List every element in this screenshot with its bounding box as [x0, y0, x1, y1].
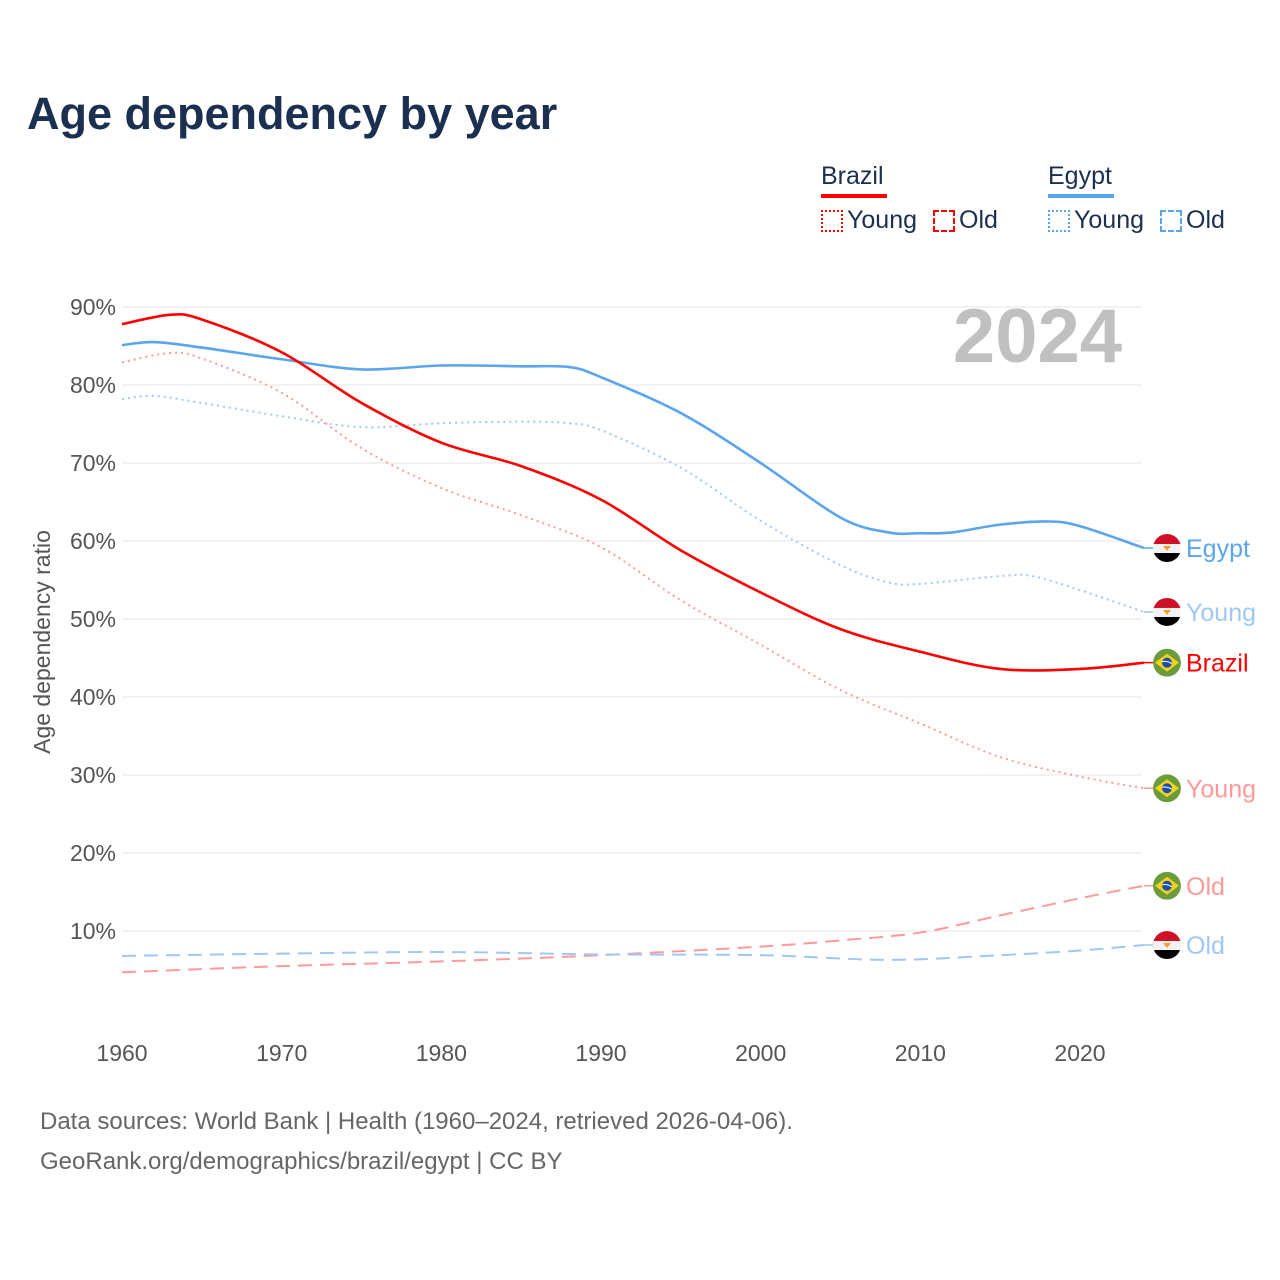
- brazil-flag-icon: [1153, 871, 1181, 900]
- x-tick-label: 2010: [895, 1040, 946, 1066]
- brazil-flag-icon: [1153, 774, 1181, 803]
- chart-title: Age dependency by year: [27, 88, 558, 139]
- x-tick-label: 1970: [256, 1040, 307, 1066]
- legend-brazil-swatch: [821, 194, 887, 198]
- legend-egypt-young[interactable]: Young: [1048, 206, 1144, 235]
- y-tick-label: 60%: [70, 528, 116, 554]
- x-tick-label: 1960: [96, 1040, 147, 1066]
- series-end-label: Young: [1186, 775, 1256, 803]
- legend-egypt-swatch: [1048, 194, 1114, 198]
- y-axis-label: Age dependency ratio: [29, 530, 55, 754]
- dashed-swatch-icon: [1160, 209, 1182, 232]
- legend-label: Old: [959, 206, 998, 234]
- legend-egypt-name[interactable]: Egypt: [1048, 162, 1112, 190]
- legend-egypt-old[interactable]: Old: [1160, 206, 1225, 235]
- legend-brazil-old[interactable]: Old: [933, 206, 998, 235]
- y-tick-label: 30%: [70, 762, 116, 788]
- y-tick-label: 80%: [70, 372, 116, 398]
- y-tick-label: 10%: [70, 918, 116, 944]
- x-tick-label: 2000: [735, 1040, 786, 1066]
- series-end-label: Brazil: [1186, 650, 1249, 678]
- footer-link[interactable]: GeoRank.org/demographics/brazil/egypt | …: [40, 1148, 563, 1175]
- y-tick-label: 70%: [70, 450, 116, 476]
- legend-label: Young: [1074, 206, 1144, 234]
- y-tick-label: 20%: [70, 840, 116, 866]
- series-line-egypt[interactable]: [121, 340, 1145, 550]
- x-tick-label: 2020: [1054, 1040, 1105, 1066]
- brazil-flag-icon: [1153, 648, 1181, 677]
- dotted-swatch-icon: [1048, 209, 1070, 232]
- series-line-egypt-old[interactable]: [121, 944, 1144, 961]
- series-end-label: Old: [1186, 932, 1225, 960]
- legend-brazil-young[interactable]: Young: [821, 206, 917, 235]
- series-line-brazil[interactable]: [121, 312, 1144, 672]
- footer-sources: Data sources: World Bank | Health (1960–…: [40, 1108, 793, 1135]
- year-watermark: 2024: [953, 294, 1122, 379]
- y-tick-label: 50%: [70, 606, 116, 632]
- series-line-brazil-young[interactable]: [121, 351, 1145, 790]
- egypt-flag-icon: [1153, 931, 1181, 960]
- egypt-flag-icon: [1153, 597, 1181, 626]
- series-end-label: Old: [1186, 873, 1225, 901]
- x-tick-label: 1990: [575, 1040, 626, 1066]
- x-tick-label: 1980: [416, 1040, 467, 1066]
- series-line-brazil-old[interactable]: [121, 884, 1145, 974]
- legend-egypt[interactable]: Egypt Young Old: [1048, 162, 1225, 235]
- dashed-swatch-icon: [933, 209, 955, 232]
- legend-label: Young: [847, 206, 917, 234]
- dotted-swatch-icon: [821, 209, 843, 232]
- legend-label: Old: [1186, 206, 1225, 234]
- egypt-flag-icon: [1153, 534, 1181, 563]
- series-end-label: Egypt: [1186, 535, 1250, 563]
- series-end-label: Young: [1186, 599, 1256, 627]
- y-tick-label: 40%: [70, 684, 116, 710]
- legend-brazil[interactable]: Brazil Young Old: [821, 162, 998, 235]
- series-line-egypt-young[interactable]: [121, 394, 1145, 613]
- legend-brazil-name[interactable]: Brazil: [821, 162, 884, 190]
- y-tick-label: 90%: [70, 294, 116, 320]
